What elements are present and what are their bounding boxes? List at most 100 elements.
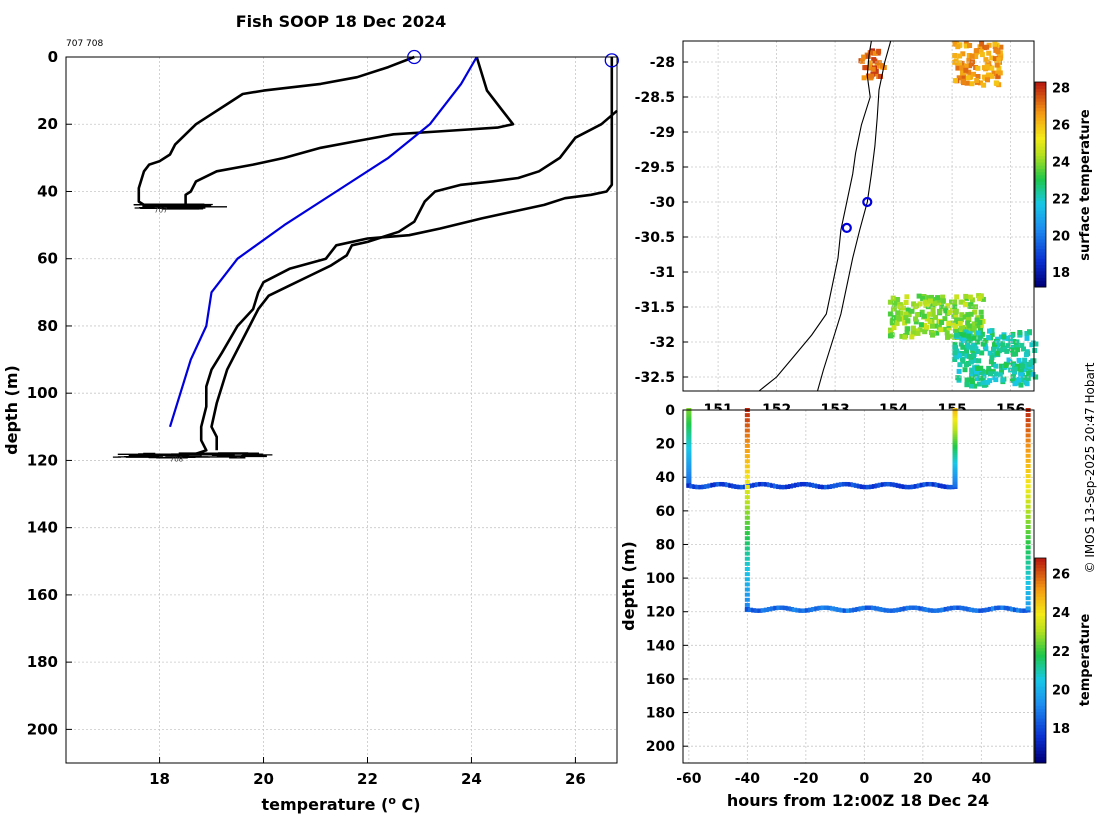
time-depth-panel: -60 -40 -20 0 20 40 0 20 40 60 80 100 120 140 160 180 20…	[619, 403, 1093, 810]
sst-colorbar-cell	[1035, 152, 1046, 156]
sst-colorbar-cell	[1035, 168, 1046, 172]
profile-bottom-label: 707	[154, 207, 167, 215]
sst-colorbar-tick: 22	[1052, 192, 1070, 207]
td-track-dot	[745, 536, 750, 540]
sst-cell	[1025, 336, 1030, 341]
sst-cell	[927, 312, 932, 317]
sst-cell	[984, 45, 989, 50]
sst-cell	[1027, 329, 1032, 334]
sst-cell	[995, 63, 1000, 68]
temp-colorbar-cell	[1035, 574, 1046, 578]
sst-cell	[876, 49, 881, 54]
temp-colorbar-cell	[1035, 577, 1046, 581]
sst-cell	[959, 326, 964, 331]
sst-cell	[967, 354, 972, 359]
sst-colorbar-cell	[1035, 101, 1046, 105]
sst-colorbar-cell	[1035, 98, 1046, 102]
sst-cell	[919, 322, 924, 327]
sst-cell	[975, 366, 980, 371]
profile-ytick-label: 40	[37, 182, 58, 200]
temp-colorbar-cell	[1035, 664, 1046, 668]
temp-colorbar-cell	[1035, 657, 1046, 661]
sst-cell	[976, 358, 981, 363]
temp-colorbar-cell	[1035, 593, 1046, 597]
sst-cell	[969, 81, 974, 86]
td-track-dot	[1026, 540, 1031, 544]
sst-colorbar-cell	[1035, 108, 1046, 112]
sst-cell	[946, 321, 951, 326]
td-track-dot	[745, 480, 750, 484]
td-track-dot	[745, 495, 750, 499]
sst-cell	[871, 67, 876, 72]
profile-ytick-label: 80	[37, 317, 58, 335]
sst-cell	[1004, 349, 1009, 354]
td-track-dot	[745, 459, 750, 463]
sst-colorbar-cell	[1035, 239, 1046, 243]
temp-colorbar-tick: 20	[1052, 684, 1070, 699]
sst-cell	[904, 300, 909, 305]
sst-cell	[954, 294, 959, 299]
td-track-dot	[745, 541, 750, 545]
sst-colorbar-cell	[1035, 185, 1046, 189]
sst-ytick-label: -28	[650, 55, 675, 71]
sst-colorbar-cell	[1035, 172, 1046, 176]
sst-colorbar-cell	[1035, 133, 1046, 137]
temp-colorbar-cell	[1035, 712, 1046, 716]
sst-colorbar-cell	[1035, 136, 1046, 140]
td-track-dot	[745, 588, 750, 592]
figure-canvas: Fish SOOP 18 Dec 2024 © IMOS 13-Sep-2025…	[0, 0, 1100, 820]
sst-cell	[989, 66, 994, 71]
sst-cell	[965, 312, 970, 317]
temp-colorbar-tick: 22	[1052, 645, 1070, 660]
temp-colorbar-cell	[1035, 693, 1046, 697]
temp-colorbar-cell	[1035, 641, 1046, 645]
sst-cell	[895, 310, 900, 315]
sst-colorbar-cell	[1035, 95, 1046, 99]
temp-colorbar-cell	[1035, 661, 1046, 665]
sst-cell	[974, 48, 979, 53]
sst-cell	[953, 78, 958, 83]
td-track-dot	[745, 572, 750, 576]
sst-cell	[861, 55, 866, 60]
sst-cell	[996, 57, 1001, 62]
td-ytick-label: 180	[646, 706, 675, 722]
profile-xtick-label: 22	[357, 770, 378, 788]
profile-ytick-label: 20	[37, 115, 58, 133]
td-track-dot	[745, 603, 750, 607]
sst-colorbar-cell	[1035, 159, 1046, 163]
temp-colorbar-cell	[1035, 564, 1046, 568]
sst-cell	[951, 323, 956, 328]
time-depth-xlabel: hours from 12:00Z 18 Dec 24	[727, 791, 989, 810]
sst-colorbar-cell	[1035, 194, 1046, 198]
temp-colorbar-cell	[1035, 699, 1046, 703]
temp-colorbar-cell	[1035, 580, 1046, 584]
sst-colorbar-cell	[1035, 245, 1046, 249]
sst-ytick-label: -31.5	[635, 300, 675, 316]
sst-cell	[905, 319, 910, 324]
td-xtick-label: -60	[676, 771, 702, 787]
sst-colorbar-cell	[1035, 104, 1046, 108]
sst-cell	[980, 52, 985, 57]
sst-cell	[985, 380, 990, 385]
td-track-dot	[745, 546, 750, 550]
profile-xtick-label: 18	[149, 770, 170, 788]
sst-cell	[981, 380, 986, 385]
td-track-dot	[1026, 555, 1031, 559]
sst-cell	[952, 300, 957, 305]
td-track-dot	[1026, 550, 1031, 554]
temp-colorbar-tick: 18	[1052, 722, 1070, 737]
profile-xtick-label: 26	[565, 770, 586, 788]
td-track-dot	[745, 429, 750, 433]
sst-colorbar-cell	[1035, 204, 1046, 208]
sst-cell	[1017, 358, 1022, 363]
sst-cell	[922, 314, 927, 319]
td-track-dot	[745, 449, 750, 453]
sst-colorbar-cell	[1035, 258, 1046, 262]
sst-cell	[967, 43, 972, 48]
sst-cell	[976, 330, 981, 335]
sst-colorbar-cell	[1035, 261, 1046, 265]
td-track-dot	[745, 557, 750, 561]
profile-annotation: 707 708	[66, 39, 103, 49]
sst-colorbar-cell	[1035, 156, 1046, 160]
sst-colorbar-cell	[1035, 255, 1046, 259]
